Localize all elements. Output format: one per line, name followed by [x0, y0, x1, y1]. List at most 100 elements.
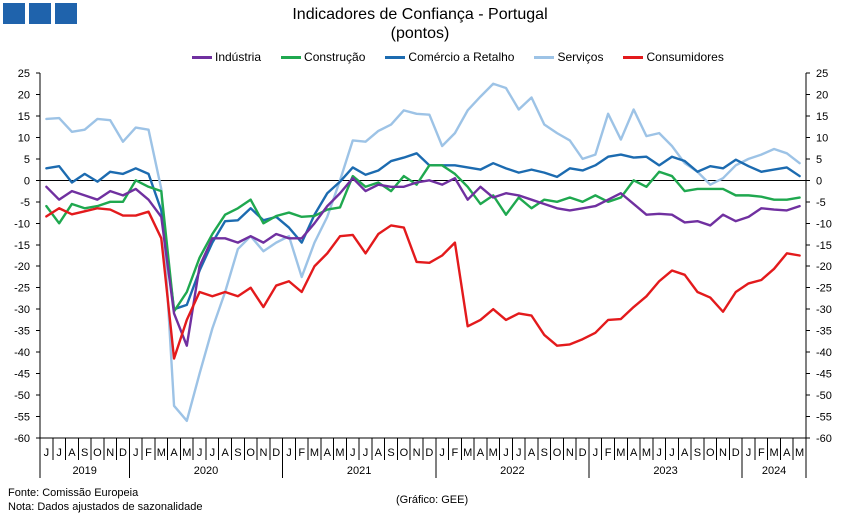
x-tick-label: M — [769, 447, 778, 459]
x-tick-label: F — [298, 447, 305, 459]
y-tick-label-right: -35 — [816, 326, 832, 338]
y-tick-label-left: -40 — [14, 347, 30, 359]
x-tick-label: S — [234, 447, 241, 459]
y-tick-label-left: -5 — [20, 197, 30, 209]
year-label: 2021 — [347, 465, 371, 477]
x-tick-label: S — [387, 447, 394, 459]
x-tick-label: M — [182, 447, 191, 459]
legend-swatch-comercio-a-retalho — [385, 55, 406, 59]
legend-item-construcao: Construção — [281, 50, 365, 64]
series-line-servicos — [45, 82, 801, 423]
x-tick-label: O — [93, 447, 102, 459]
legend-label-construcao: Construção — [304, 50, 366, 64]
x-tick-label: A — [681, 447, 689, 459]
chart-credit: (Gráfico: GEE) — [396, 494, 469, 506]
x-tick-label: M — [463, 447, 472, 459]
x-tick-label: J — [286, 447, 292, 459]
year-label: 2020 — [194, 465, 218, 477]
legend-label-comercio-a-retalho: Comércio a Retalho — [408, 50, 515, 64]
series-line-construcao — [45, 164, 801, 313]
x-tick-label: D — [272, 447, 280, 459]
x-tick-label: M — [310, 447, 319, 459]
y-tick-label-left: -30 — [14, 304, 30, 316]
y-tick-label-right: -30 — [816, 304, 832, 316]
x-tick-label: A — [324, 447, 332, 459]
y-tick-label-left: -55 — [14, 412, 30, 424]
x-tick-label: S — [81, 447, 88, 459]
x-tick-label: J — [210, 447, 216, 459]
x-tick-label: M — [489, 447, 498, 459]
x-tick-label: N — [106, 447, 114, 459]
y-tick-label-right: 5 — [816, 154, 822, 166]
y-tick-label-right: -5 — [816, 197, 826, 209]
x-tick-label: A — [528, 447, 536, 459]
y-tick-label-right: -20 — [816, 261, 832, 273]
series-line-industria — [45, 177, 801, 347]
y-tick-label-right: -40 — [816, 347, 832, 359]
x-tick-label: M — [616, 447, 625, 459]
x-tick-label: S — [541, 447, 548, 459]
x-tick-label: O — [246, 447, 255, 459]
y-tick-label-left: -20 — [14, 261, 30, 273]
x-tick-label: A — [477, 447, 485, 459]
x-tick-label: D — [732, 447, 740, 459]
legend-item-consumidores: Consumidores — [623, 50, 724, 64]
x-tick-label: A — [783, 447, 791, 459]
legend: Indústria Construção Comércio a Retalho … — [192, 50, 724, 64]
y-tick-label-right: -60 — [816, 433, 832, 445]
y-tick-label-left: -45 — [14, 369, 30, 381]
series-line-consumidores — [45, 207, 801, 360]
x-tick-label: N — [566, 447, 574, 459]
legend-swatch-servicos — [534, 55, 555, 59]
x-tick-label: J — [44, 447, 50, 459]
legend-item-comercio-a-retalho: Comércio a Retalho — [385, 50, 514, 64]
logo-square — [55, 3, 77, 24]
x-tick-label: S — [694, 447, 701, 459]
x-tick-label: J — [350, 447, 356, 459]
x-tick-label: J — [503, 447, 509, 459]
y-tick-label-right: 0 — [816, 175, 822, 187]
y-tick-label-left: 10 — [18, 132, 30, 144]
x-tick-label: F — [452, 447, 459, 459]
x-tick-label: J — [516, 447, 522, 459]
year-label: 2024 — [762, 465, 786, 477]
x-tick-label: M — [157, 447, 166, 459]
year-label: 2023 — [653, 465, 677, 477]
x-tick-label: F — [605, 447, 612, 459]
x-tick-label: M — [642, 447, 651, 459]
y-tick-label-left: 0 — [24, 175, 30, 187]
x-tick-label: N — [259, 447, 267, 459]
x-tick-label: F — [145, 447, 152, 459]
x-tick-label: A — [630, 447, 638, 459]
x-tick-label: J — [593, 447, 599, 459]
adjustment-note: Nota: Dados ajustados de sazonalidade — [8, 501, 203, 513]
x-tick-label: J — [197, 447, 203, 459]
y-tick-label-right: 15 — [816, 111, 828, 123]
y-tick-label-left: -50 — [14, 390, 30, 402]
legend-item-industria: Indústria — [192, 50, 261, 64]
legend-item-servicos: Serviços — [534, 50, 603, 64]
y-tick-label-right: -45 — [816, 369, 832, 381]
x-tick-label: J — [56, 447, 62, 459]
x-tick-label: J — [363, 447, 369, 459]
y-tick-label-left: -10 — [14, 218, 30, 230]
y-tick-label-right: 25 — [816, 68, 828, 80]
source-note: Fonte: Comissão Europeia — [8, 487, 139, 499]
y-tick-label-right: -10 — [816, 218, 832, 230]
logo — [3, 3, 77, 24]
logo-square — [3, 3, 25, 24]
x-tick-label: J — [439, 447, 445, 459]
x-tick-label: D — [425, 447, 433, 459]
x-tick-label: N — [719, 447, 727, 459]
y-tick-label-right: 10 — [816, 132, 828, 144]
chart-title: Indicadores de Confiança - Portugal — [292, 6, 548, 23]
legend-swatch-consumidores — [623, 55, 644, 59]
y-tick-label-left: -35 — [14, 326, 30, 338]
x-tick-label: D — [119, 447, 127, 459]
x-tick-label: M — [795, 447, 804, 459]
legend-label-consumidores: Consumidores — [646, 50, 724, 64]
x-tick-label: O — [706, 447, 715, 459]
x-tick-label: A — [375, 447, 383, 459]
legend-label-industria: Indústria — [215, 50, 262, 64]
y-tick-label-left: 20 — [18, 89, 30, 101]
